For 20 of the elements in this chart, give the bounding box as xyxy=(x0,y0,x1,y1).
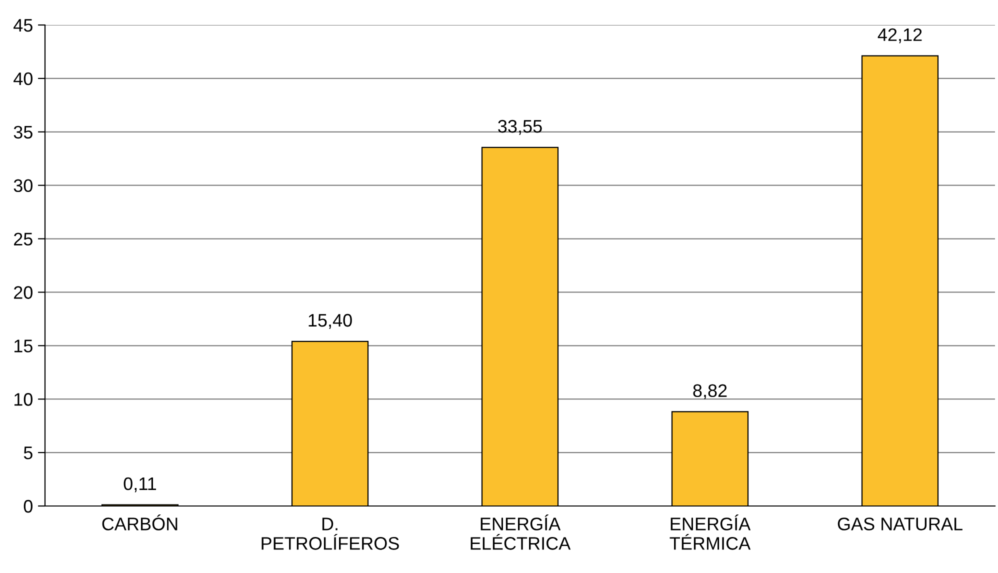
data-label: 15,40 xyxy=(308,314,352,329)
y-tick-label: 25 xyxy=(14,232,32,246)
y-tick-label: 20 xyxy=(14,286,32,299)
x-tick-label: ENERGÍA TÉRMICA xyxy=(670,514,751,550)
x-tick-label: GAS NATURAL xyxy=(838,518,962,530)
y-tick-label: 0 xyxy=(24,500,32,513)
y-tick-label: 30 xyxy=(14,179,32,192)
x-tick-label: D. PETROLÍFEROS xyxy=(262,518,399,550)
y-tick-label: 35 xyxy=(14,126,32,139)
y-tick-label: 5 xyxy=(24,446,32,460)
data-label: 8,82 xyxy=(693,384,727,400)
y-tick-label: 10 xyxy=(14,393,32,406)
y-tick-label: 40 xyxy=(14,72,32,86)
y-tick-label: 15 xyxy=(14,340,32,352)
data-label: 33,55 xyxy=(498,120,542,135)
x-tick-label: CARBÓN xyxy=(102,514,178,530)
x-tick-label: ENERGÍA ELÉCTRICA xyxy=(470,514,571,550)
data-label: 42,12 xyxy=(878,28,922,44)
data-label: 0,11 xyxy=(124,477,156,492)
y-tick-label: 45 xyxy=(14,19,32,32)
